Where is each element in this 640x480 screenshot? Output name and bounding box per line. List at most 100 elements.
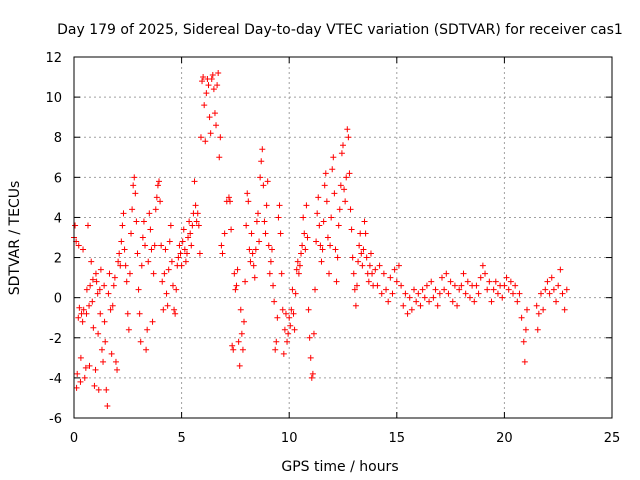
data-point — [272, 346, 279, 353]
data-point — [80, 306, 87, 313]
data-point — [308, 374, 315, 381]
y-tick-label: -2 — [49, 332, 62, 347]
data-point — [358, 250, 365, 257]
data-point — [294, 258, 301, 265]
data-point — [486, 278, 493, 285]
data-point — [426, 298, 433, 305]
data-point — [205, 82, 212, 89]
data-point — [88, 258, 95, 265]
data-point — [357, 230, 364, 237]
data-point — [293, 266, 300, 273]
data-point — [129, 206, 136, 213]
data-point — [490, 286, 497, 293]
data-point — [158, 242, 165, 249]
data-point — [207, 130, 214, 137]
data-point — [248, 230, 255, 237]
data-point — [285, 330, 292, 337]
data-point — [151, 242, 158, 249]
data-point — [265, 242, 272, 249]
data-point — [559, 290, 566, 297]
data-point — [93, 278, 100, 285]
data-point — [169, 282, 176, 289]
data-point — [160, 306, 167, 313]
data-point — [436, 290, 443, 297]
y-tick-label: 10 — [45, 91, 62, 106]
data-point — [270, 282, 277, 289]
data-point — [108, 350, 115, 357]
data-point — [144, 326, 151, 333]
data-point — [252, 246, 259, 253]
data-point — [98, 346, 105, 353]
data-point — [279, 306, 286, 313]
data-point — [231, 270, 238, 277]
data-point — [323, 198, 330, 205]
data-point — [376, 262, 383, 269]
data-point — [546, 290, 553, 297]
data-point — [302, 246, 309, 253]
data-point — [97, 266, 104, 273]
data-point — [218, 242, 225, 249]
data-point — [360, 246, 367, 253]
data-point — [535, 310, 542, 317]
x-tick-label: 0 — [70, 431, 78, 446]
data-point — [100, 358, 107, 365]
data-point — [361, 218, 368, 225]
data-point — [89, 276, 96, 283]
data-point — [202, 138, 209, 145]
data-point — [492, 278, 499, 285]
data-point — [341, 186, 348, 193]
data-point — [342, 198, 349, 205]
data-point — [350, 270, 357, 277]
data-point — [464, 278, 471, 285]
data-point — [148, 246, 155, 253]
data-point — [138, 262, 145, 269]
data-point — [537, 290, 544, 297]
x-tick-label: 10 — [281, 431, 298, 446]
data-point — [139, 234, 146, 241]
data-point — [434, 302, 441, 309]
data-point — [275, 214, 282, 221]
data-point — [230, 346, 237, 353]
data-point — [314, 210, 321, 217]
data-point — [235, 338, 242, 345]
data-point — [421, 294, 428, 301]
data-point — [104, 402, 111, 409]
data-point — [378, 290, 385, 297]
data-point — [186, 218, 193, 225]
data-point — [256, 238, 263, 245]
data-point — [510, 290, 517, 297]
data-point — [456, 286, 463, 293]
data-point — [192, 202, 199, 209]
data-point — [229, 342, 236, 349]
data-point — [253, 218, 260, 225]
data-point — [282, 310, 289, 317]
data-point — [316, 222, 323, 229]
data-point — [338, 150, 345, 157]
data-point — [75, 242, 82, 249]
data-point — [553, 298, 560, 305]
data-point — [259, 146, 266, 153]
data-point — [257, 174, 264, 181]
data-point — [125, 326, 132, 333]
data-point — [393, 278, 400, 285]
data-point — [345, 134, 352, 141]
data-point — [374, 282, 381, 289]
data-point — [163, 290, 170, 297]
data-point — [164, 302, 171, 309]
data-point — [233, 282, 240, 289]
data-point — [458, 282, 465, 289]
data-point — [153, 194, 160, 201]
data-point — [477, 274, 484, 281]
data-point — [172, 310, 179, 317]
data-point — [318, 258, 325, 265]
data-point — [352, 302, 359, 309]
data-point — [344, 126, 351, 133]
data-point — [96, 286, 103, 293]
data-point — [247, 258, 254, 265]
data-point — [484, 286, 491, 293]
data-point — [475, 290, 482, 297]
x-axis-label: GPS time / hours — [281, 459, 398, 475]
y-tick-label: 12 — [45, 51, 62, 66]
data-point — [356, 242, 363, 249]
data-point — [182, 258, 189, 265]
